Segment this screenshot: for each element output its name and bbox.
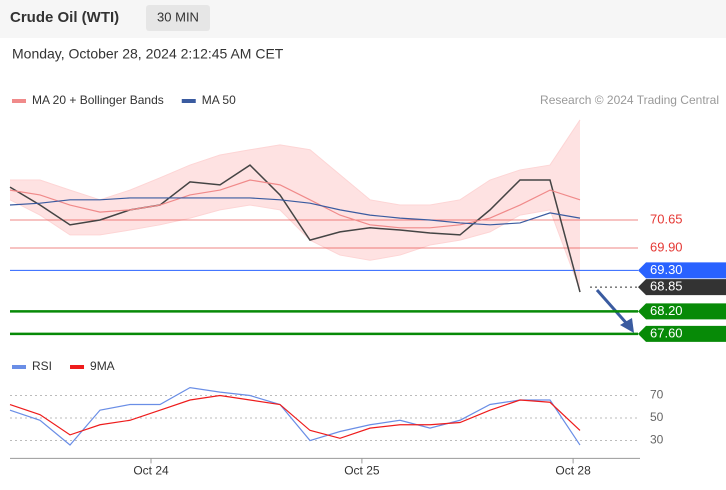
level-label: 69.30: [650, 262, 683, 277]
y-tick-label: 30: [650, 433, 664, 447]
level-label: 68.85: [650, 279, 683, 294]
credit: Research © 2024 Trading Central: [540, 93, 719, 107]
title: Crude Oil (WTI): [10, 9, 119, 26]
level-label: 70.65: [650, 211, 683, 226]
header-bar: [0, 0, 726, 38]
level-tag: [638, 262, 726, 279]
series-line: [9, 394, 581, 439]
y-tick-label: 70: [650, 388, 664, 402]
series-line: [9, 179, 581, 229]
legend-swatch: [12, 99, 26, 103]
legend-swatch: [12, 365, 26, 369]
level-tag: [638, 279, 726, 296]
band-upper: [10, 119, 581, 206]
x-tick-label: Oct 24: [133, 464, 169, 478]
x-tick-label: Oct 25: [344, 464, 380, 478]
legend-label: MA 20 + Bollinger Bands: [32, 93, 164, 107]
legend-label: 9MA: [90, 359, 115, 373]
arrow: [595, 289, 630, 326]
level-label: 69.90: [650, 239, 683, 254]
level-label: 67.60: [650, 325, 683, 340]
band-fill: [10, 119, 580, 291]
arrow-head: [620, 318, 634, 333]
timeframe-badge: [146, 5, 210, 31]
price-line: [9, 164, 581, 293]
band-lower: [9, 199, 581, 291]
legend-swatch: [181, 99, 196, 103]
timestamp: Monday, October 28, 2024 2:12:45 AM CET: [12, 46, 284, 62]
series-line: [9, 387, 581, 446]
level-tag: [638, 325, 726, 342]
level-tag: [638, 303, 726, 320]
y-tick-label: 50: [650, 410, 664, 424]
timeframe: 30 MIN: [157, 9, 199, 24]
legend-swatch: [70, 365, 85, 369]
series-line: [9, 197, 581, 226]
level-label: 68.20: [650, 303, 683, 318]
legend-label: RSI: [32, 359, 52, 373]
legend-label: MA 50: [202, 93, 236, 107]
x-tick-label: Oct 28: [555, 464, 591, 478]
